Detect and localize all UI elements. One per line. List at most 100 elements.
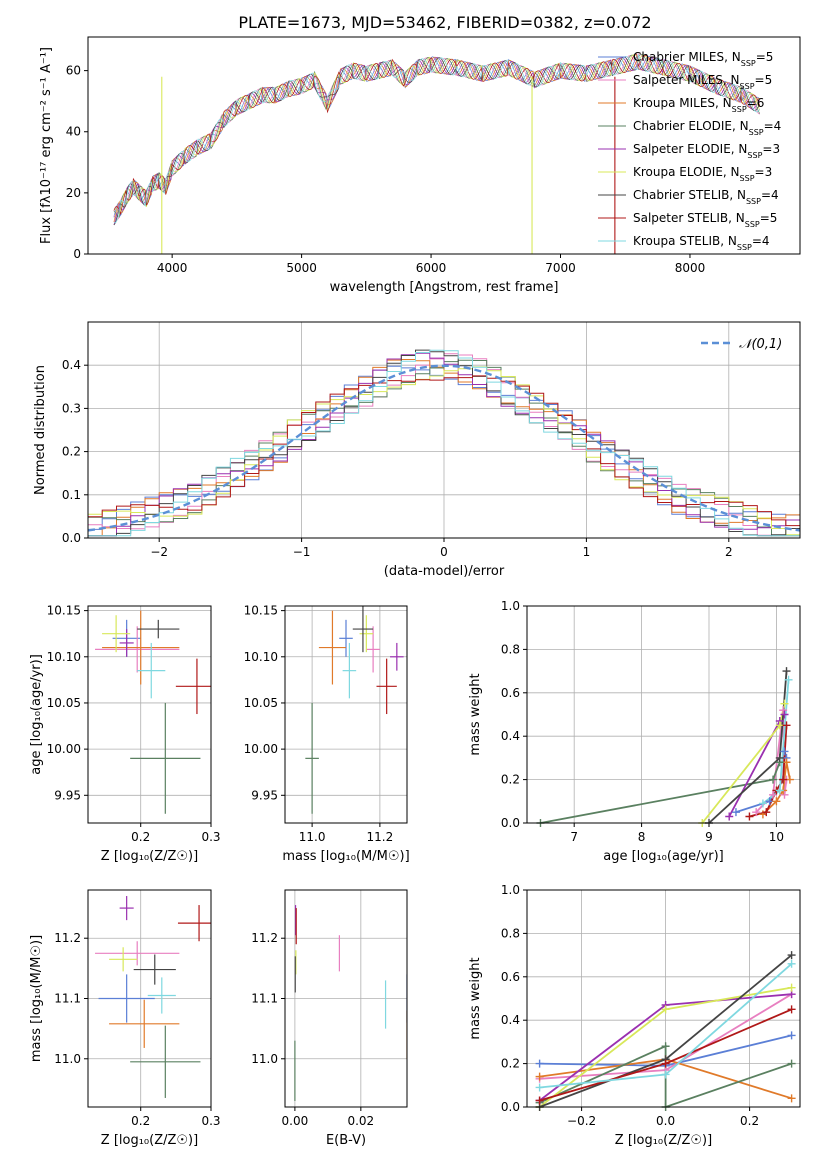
y-axis-label: age [log₁₀(age/yr)]	[29, 654, 44, 775]
y-tick-label: 0.2	[501, 1057, 520, 1071]
weight-marker	[780, 790, 789, 799]
weight-marker	[762, 808, 771, 817]
legend-label: Chabrier ELODIE, NSSP=4	[633, 119, 781, 137]
y-tick-label: 10.15	[47, 604, 81, 618]
weight-marker	[752, 808, 761, 817]
y-tick-label: 40	[66, 125, 81, 139]
x-tick-label: 0.2	[131, 1114, 150, 1128]
y-axis-label: Normed distribution	[33, 365, 48, 495]
x-tick-label: 11.2	[367, 830, 394, 844]
y-tick-label: 10.10	[244, 650, 278, 664]
x-axis-label: Z [log₁₀(Z/Z☉)]	[101, 849, 198, 864]
axes-frame	[87, 889, 212, 1108]
y-tick-label: 9.95	[251, 788, 278, 802]
spectrum-line	[113, 53, 761, 215]
y-tick-label: 10.10	[47, 650, 81, 664]
spectrum-legend: Chabrier MILES, NSSP=5 Salpeter MILES, NS…	[598, 50, 781, 252]
x-axis-label: Z [log₁₀(Z/Z☉)]	[615, 1133, 712, 1148]
weight-marker	[775, 753, 784, 762]
weight-marker	[731, 808, 740, 817]
x-axis-label: mass [log₁₀(M/M☉)]	[282, 849, 409, 864]
plot-area	[95, 896, 211, 1098]
histogram-step	[88, 375, 800, 527]
x-axis-label: E(B-V)	[326, 1133, 366, 1148]
x-tick-label: 6000	[416, 261, 447, 275]
y-tick-label: 0.0	[62, 531, 81, 545]
x-axis-label: (data-model)/error	[384, 564, 505, 579]
legend-count: =4	[764, 119, 782, 133]
legend-count: =4	[752, 234, 770, 248]
spectrum-line	[113, 56, 760, 226]
weight-marker	[758, 799, 767, 808]
y-tick-label: 10.00	[244, 742, 278, 756]
legend-count: =6	[747, 96, 765, 110]
legend-label: 𝒩(0,1)	[739, 337, 782, 352]
y-tick-label: 0.4	[62, 358, 81, 372]
weight-marker	[787, 959, 796, 968]
y-tick-label: 0.4	[501, 1013, 520, 1027]
x-axis-label: Z [log₁₀(Z/Z☉)]	[101, 1133, 198, 1148]
chart-weight_vs_Z: −0.2 0.0 0.2 0.0 0.2 0.4 0.6 0.8 1.0 Z [log₁₀(Z/Z…	[468, 883, 801, 1148]
weight-marker	[535, 1059, 544, 1068]
x-tick-label: 10	[769, 830, 784, 844]
x-tick-label: 7	[570, 830, 578, 844]
histogram-step	[88, 349, 800, 537]
x-tick-label: 0.0	[656, 1114, 675, 1128]
weight-marker	[779, 775, 788, 784]
x-tick-label: 9	[705, 830, 713, 844]
chart-spectrum: 4000 5000 6000 7000 8000 0 20 40 60 wavelength [A…	[39, 36, 801, 295]
weight-marker	[769, 790, 778, 799]
legend-label: Salpeter ELODIE, NSSP=3	[633, 142, 780, 160]
x-tick-label: 2	[725, 545, 733, 559]
weight-marker	[772, 797, 781, 806]
x-tick-label: 1	[583, 545, 591, 559]
x-axis-label: wavelength [Angstrom, rest frame]	[330, 280, 559, 295]
x-tick-label: 8000	[675, 261, 706, 275]
legend-sub: SSP	[740, 82, 755, 91]
chart-mass_vs_EBV: 0.00 0.02 11.0 11.1 11.2 E(B-V)	[251, 889, 408, 1148]
x-axis-label: age [log₁₀(age/yr)]	[603, 849, 724, 864]
weight-marker	[782, 667, 791, 676]
chart-residuals: −2 −1 0 1 2 0.0 0.1 0.2 0.3 0.4 (data-model)/error…	[33, 321, 801, 579]
axes-frame	[87, 321, 801, 539]
y-tick-label: 10.00	[47, 742, 81, 756]
axes-frame	[526, 889, 801, 1108]
y-tick-label: 11.1	[54, 992, 81, 1006]
y-tick-label: 0.8	[501, 926, 520, 940]
weight-marker	[785, 775, 794, 784]
x-tick-label: 0.2	[131, 830, 150, 844]
y-tick-label: 10.05	[47, 696, 81, 710]
legend-count: =4	[761, 188, 779, 202]
legend-sub: SSP	[737, 243, 752, 252]
axes-frame	[284, 889, 408, 1108]
weight-marker	[775, 721, 784, 730]
weight-marker	[661, 1059, 670, 1068]
plot-area	[95, 610, 211, 814]
weight-marker	[775, 786, 784, 795]
legend-sub: SSP	[749, 128, 764, 137]
plot-area	[294, 905, 407, 1101]
x-tick-label: 8	[638, 830, 646, 844]
y-tick-label: 11.0	[251, 1052, 278, 1066]
weight-marker	[787, 1094, 796, 1103]
y-tick-label: 0.1	[62, 488, 81, 502]
y-tick-label: 11.2	[251, 931, 278, 945]
plot-area	[88, 349, 800, 537]
y-tick-label: 11.2	[54, 931, 81, 945]
weight-marker	[787, 1031, 796, 1040]
legend-count: =5	[760, 211, 778, 225]
weight-marker	[787, 983, 796, 992]
y-tick-label: 0.0	[501, 816, 520, 830]
x-tick-label: −1	[293, 545, 311, 559]
axes-frame	[87, 36, 801, 255]
weight-marker	[780, 747, 789, 756]
histogram-step	[88, 359, 800, 537]
y-axis-label: mass [log₁₀(M/M☉)]	[29, 935, 44, 1062]
legend-label: Chabrier MILES, NSSP=5	[633, 50, 773, 68]
spectrum-line	[113, 53, 760, 224]
legend-count: =5	[756, 50, 774, 64]
y-tick-label: 1.0	[501, 883, 520, 897]
y-tick-label: 10.15	[244, 604, 278, 618]
y-tick-label: 0.6	[501, 686, 520, 700]
legend-label: Chabrier STELIB, NSSP=4	[633, 188, 779, 206]
